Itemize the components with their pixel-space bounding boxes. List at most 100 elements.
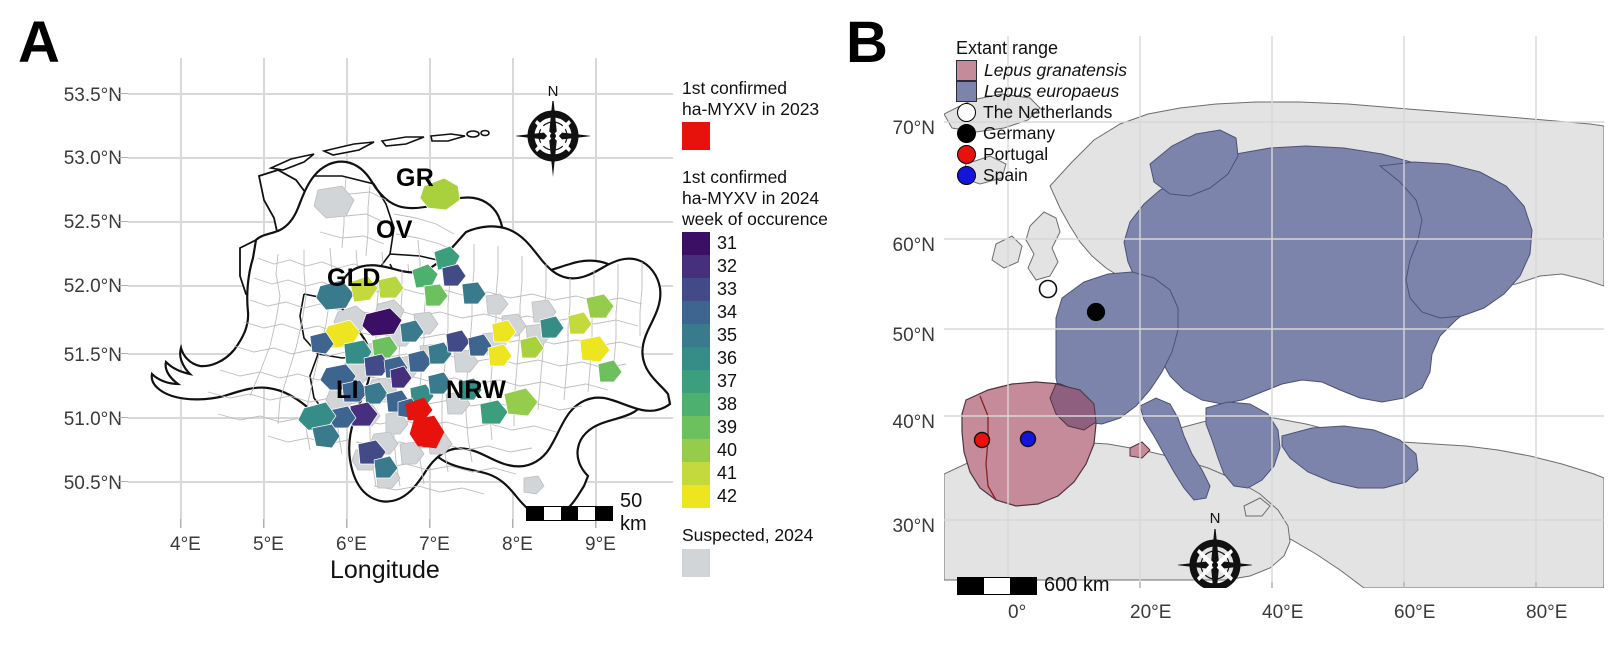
scalebar-segment <box>595 506 612 520</box>
colorbar-label: 34 <box>717 302 738 323</box>
marker-portugal <box>973 431 991 449</box>
scalebar-label: 50 km <box>620 490 647 535</box>
gridline-vertical <box>180 58 182 528</box>
colorbar-row[interactable]: 33 <box>682 278 847 302</box>
colorbar-label: 42 <box>717 486 738 507</box>
colorbar-row[interactable]: 38 <box>682 393 847 417</box>
tickmark-y <box>119 481 128 483</box>
legend-b-item-germany[interactable]: Germany <box>956 123 1127 144</box>
legend-b-title: Extant range <box>956 38 1059 58</box>
colorbar-row[interactable]: 39 <box>682 416 847 440</box>
legend-label-germany: Germany <box>983 123 1055 143</box>
panel-a-ytick: 50.5°N <box>63 473 122 494</box>
panel-a-xlabel: Longitude <box>330 556 440 584</box>
legend-b-item-europaeus[interactable]: Lepus europaeus <box>956 81 1127 102</box>
legend-b-item-portugal[interactable]: Portugal <box>956 144 1127 165</box>
legend-b-item-spain[interactable]: Spain <box>956 165 1127 186</box>
legend-label-netherlands: The Netherlands <box>983 102 1113 122</box>
map-label-gld: GLD <box>327 264 381 292</box>
legend-b-item-netherlands[interactable]: The Netherlands <box>956 102 1127 123</box>
colorbar-row[interactable]: 32 <box>682 255 847 279</box>
legend-label-portugal: Portugal <box>983 144 1049 164</box>
colorbar-row[interactable]: 41 <box>682 462 847 486</box>
portugal-border <box>979 395 997 501</box>
panel-b-legend[interactable]: Extant range Lepus granatensis Lepus eur… <box>956 38 1127 186</box>
colorbar-row[interactable]: 36 <box>682 347 847 371</box>
legend-marker-netherlands <box>957 103 976 122</box>
colorbar-label: 35 <box>717 325 738 346</box>
tickmark-x <box>346 519 348 528</box>
legend-swatch-2023[interactable] <box>682 122 710 151</box>
panel-b-xtick: 40°E <box>1262 602 1304 623</box>
panel-b-ytick: 50°N <box>892 325 935 346</box>
tickmark-y <box>119 221 128 223</box>
colorbar-row[interactable]: 34 <box>682 301 847 325</box>
colorbar-swatch[interactable] <box>682 232 710 256</box>
colorbar-label: 40 <box>717 440 738 461</box>
panel-b-ytick: 60°N <box>892 235 935 256</box>
panel-a-ytick: 53.5°N <box>63 85 122 106</box>
colorbar-row[interactable]: 37 <box>682 370 847 394</box>
legend-colorbar[interactable]: 31 32 33 34 35 36 37 38 39 40 41 42 <box>682 232 847 509</box>
panel-b-ytick: 40°N <box>892 412 935 433</box>
colorbar-row[interactable]: 40 <box>682 439 847 463</box>
tickmark-x <box>429 519 431 528</box>
map-label-ov: OV <box>376 216 413 244</box>
gridline-horizontal <box>128 93 673 95</box>
scalebar-segment <box>958 577 984 594</box>
panel-b-compass-rose: N <box>1178 510 1252 588</box>
colorbar-label: 31 <box>717 233 738 254</box>
legend-label-europaeus: Lepus europaeus <box>984 81 1120 101</box>
panel-a-xtick: 6°E <box>336 534 367 555</box>
colorbar-swatch[interactable] <box>682 485 710 509</box>
colorbar-swatch[interactable] <box>682 393 710 417</box>
panel-b-ytick: 70°N <box>892 118 935 139</box>
colorbar-row[interactable]: 35 <box>682 324 847 348</box>
colorbar-swatch[interactable] <box>682 324 710 348</box>
colorbar-swatch[interactable] <box>682 301 710 325</box>
panel-b-xtick: 80°E <box>1526 602 1568 623</box>
panel-a-legend[interactable]: 1st confirmed ha-MYXV in 2023 1st confir… <box>682 78 847 577</box>
panel-a-scalebar: 50 km <box>526 490 673 536</box>
colorbar-swatch[interactable] <box>682 370 710 394</box>
legend-2024-title-line3: week of occurence <box>682 208 828 229</box>
overlap-zone <box>1049 383 1097 431</box>
scalebar-segment <box>984 577 1010 594</box>
panel-b-xtick: 60°E <box>1394 602 1436 623</box>
confirmed-2024-areas <box>297 177 623 479</box>
colorbar-label: 38 <box>717 394 738 415</box>
legend-2024-title-line2: ha-MYXV in 2024 <box>682 187 820 208</box>
panel-a-xtick: 7°E <box>419 534 450 555</box>
panel-b-letter: B <box>846 10 888 75</box>
tickmark-y <box>119 353 128 355</box>
scalebar-segment <box>561 506 578 520</box>
panel-a-xtick: 4°E <box>170 534 201 555</box>
colorbar-row[interactable]: 31 <box>682 232 847 256</box>
colorbar-swatch[interactable] <box>682 439 710 463</box>
panel-a-letter: A <box>18 10 60 75</box>
panel-a-ytick: 51.0°N <box>63 409 122 430</box>
colorbar-swatch[interactable] <box>682 255 710 279</box>
legend-swatch-granatensis <box>956 60 977 81</box>
colorbar-swatch[interactable] <box>682 462 710 486</box>
marker-netherlands <box>1038 279 1058 299</box>
colorbar-label: 37 <box>717 371 738 392</box>
colorbar-swatch[interactable] <box>682 416 710 440</box>
scalebar-label: 600 km <box>1044 574 1110 596</box>
scalebar-bar <box>526 505 613 521</box>
legend-marker-germany <box>957 124 976 143</box>
legend-swatch-suspected[interactable] <box>682 548 710 577</box>
map-label-gr: GR <box>396 164 435 192</box>
panel-b-map[interactable]: N <box>944 36 1604 588</box>
panel-a-xtick: 9°E <box>585 534 616 555</box>
tickmark-y <box>119 417 128 419</box>
panel-a-map[interactable]: GR OV GLD LI NRW N <box>119 58 673 535</box>
colorbar-label: 41 <box>717 463 738 484</box>
colorbar-swatch[interactable] <box>682 278 710 302</box>
scalebar-segment <box>544 506 561 520</box>
panel-b-scalebar: 600 km <box>957 574 1110 597</box>
legend-b-item-granatensis[interactable]: Lepus granatensis <box>956 60 1127 81</box>
colorbar-swatch[interactable] <box>682 347 710 371</box>
colorbar-row[interactable]: 42 <box>682 485 847 509</box>
panel-b-xtick: 0° <box>1008 602 1027 623</box>
